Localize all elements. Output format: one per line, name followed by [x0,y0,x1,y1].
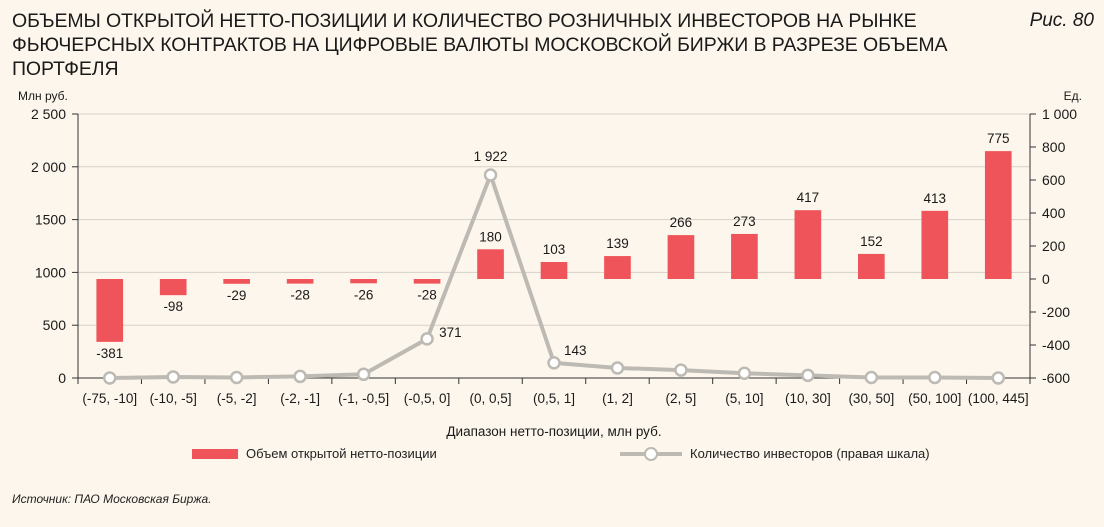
tick-label-left: 500 [43,317,67,333]
legend-swatch-bar [192,448,238,459]
tick-label-left: 1000 [35,264,66,280]
tick-label-right: -600 [1042,370,1070,386]
bar [413,279,441,284]
tick-label-right: 400 [1042,205,1066,221]
line-point [864,370,879,385]
line-point [737,366,752,380]
bar-value-label: -29 [227,288,247,303]
tick-label-x: (50, 100] [908,391,961,406]
tick-label-x: (-0,5, 0] [404,391,451,406]
tick-label-x: (30, 50] [848,391,894,406]
tick-label-x: (-2, -1] [280,391,320,406]
bar [984,151,1012,279]
bar [858,253,885,279]
tick-label-right: 600 [1042,172,1066,188]
tick-label-x: (2, 5] [666,391,697,406]
line-point [483,168,498,182]
bar [921,210,949,279]
legend: Объем открытой нетто-позиции Количество … [0,446,1104,470]
tick-label-left: 2 500 [31,106,66,122]
bar-value-label: -381 [96,346,123,361]
bar-value-label: -28 [417,288,437,303]
tick-label-right: 800 [1042,139,1066,155]
y-axis-right-title: Ед. [1064,89,1082,103]
bar [731,233,758,279]
legend-label-net-position: Объем открытой нетто-позиции [246,446,437,461]
tick-label-x: (-1, -0,5] [338,391,389,406]
bar [350,279,377,284]
tick-label-x: (100, 445] [968,391,1029,406]
bar [794,210,822,279]
tick-label-right: -200 [1042,304,1070,320]
tick-label-left: 2 000 [31,159,66,175]
bar-value-label: 775 [987,131,1010,146]
line-value-label: 1 922 [474,149,508,164]
tick-label-x: (-10, -5] [150,391,197,406]
line-point [420,332,434,346]
bar-value-label: 417 [797,190,820,205]
line-point [801,368,815,383]
tick-label-right: -400 [1042,337,1070,353]
bar [604,256,631,279]
bar-value-label: 103 [543,242,566,257]
line-point [547,356,561,370]
bar-value-label: 180 [479,229,502,244]
bar-value-label: -28 [290,288,310,303]
bar-value-label: 266 [670,215,693,230]
bar [477,249,504,279]
bar [667,235,695,279]
line-point [356,367,371,382]
bar-value-label: 152 [860,234,883,249]
bar-series [96,151,1012,342]
line-point [928,370,942,385]
tick-label-right: 200 [1042,238,1066,254]
y-axis-left-title: Млн руб. [18,89,68,103]
data-labels: -381 -98 -29 -28 -26 -28 180 103 139 266 273 417 152… [96,131,1009,361]
legend-item-net-position: Объем открытой нетто-позиции [192,446,437,461]
legend-label-investors: Количество инвесторов (правая шкала) [690,446,930,461]
line-point [293,369,307,384]
tick-label-x: (10, 30] [785,391,831,406]
tick-label-right: 1 000 [1042,106,1077,122]
tick-label-right: 0 [1042,271,1050,287]
line-point [229,370,244,385]
tick-label-x: (0,5, 1] [533,391,575,406]
bar [159,279,187,296]
bar-value-label: 413 [924,191,947,206]
bar [223,279,250,284]
x-axis-title: Диапазон нетто-позиции, млн руб. [446,424,661,439]
chart-title: Объемы открытой нетто-позиции и количест… [12,10,948,80]
tick-label-x: (0, 0,5] [470,391,512,406]
line-point [102,371,117,385]
legend-item-investors: Количество инвесторов (правая шкала) [620,446,930,461]
bar-value-label: 139 [606,236,629,251]
bar [540,262,568,279]
grid-lines [78,113,1030,326]
tick-label-left: 0 [58,370,66,386]
line-point [991,371,1006,385]
line-point [610,361,625,375]
legend-swatch-line [620,446,682,461]
source-note: Источник: ПАО Московская Биржа. [12,492,212,506]
line-series [102,168,1006,385]
figure-label: Рис. 80 [1029,10,1094,31]
bar [96,279,124,342]
tick-label-left: 1500 [35,212,66,228]
line-point [166,370,180,384]
tick-label-x: (1, 2] [602,391,633,406]
bar [286,279,314,284]
line-value-label: 371 [439,325,462,340]
tick-label-x: (5, 10] [725,391,763,406]
bar-value-label: -98 [163,299,183,314]
bar-value-label: -26 [354,287,374,302]
line-point [674,363,688,377]
line-value-label: 143 [564,343,587,358]
bar-value-label: 273 [733,214,756,229]
tick-label-x: (-75, -10] [82,391,137,406]
tick-label-x: (-5, -2] [217,391,257,406]
